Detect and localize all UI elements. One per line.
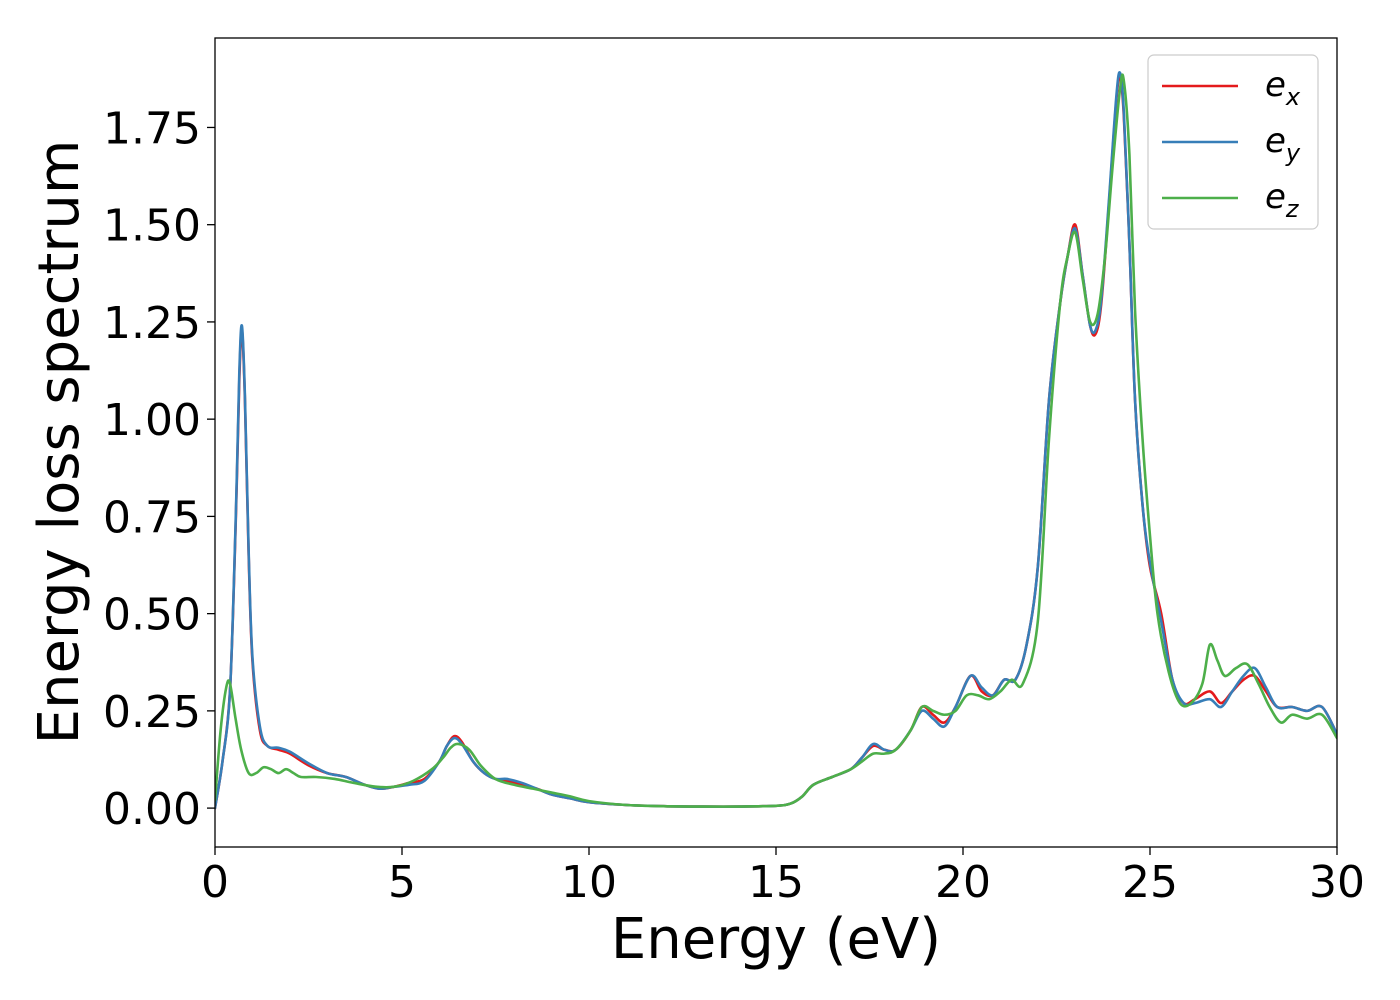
x-axis-title: Energy (eV) [611, 907, 941, 972]
series-layer [215, 71, 1337, 810]
x-axis-ticks: 0 5 10 15 20 25 30 [201, 847, 1365, 908]
legend-label-x: ex [1265, 65, 1301, 111]
legend: ex ey ez [1147, 54, 1319, 230]
y-tick-label: 1.00 [103, 395, 201, 446]
x-tick-label: 10 [561, 857, 617, 908]
plot-frame [214, 37, 1338, 848]
x-tick-label: 0 [201, 857, 229, 908]
x-tick-label: 25 [1122, 857, 1178, 908]
y-axis-ticks: 0.00 0.25 0.50 0.75 1.00 1.25 1.50 1.75 [103, 103, 215, 835]
y-tick-label: 1.50 [103, 201, 201, 252]
y-tick-label: 1.25 [103, 298, 201, 349]
y-axis-title: Energy loss spectrum [27, 140, 92, 745]
y-tick-label: 1.75 [103, 103, 201, 154]
y-tick-label: 0.00 [103, 784, 201, 835]
series-line-y [215, 71, 1337, 810]
y-tick-label: 0.25 [103, 687, 201, 738]
x-tick-label: 30 [1309, 857, 1365, 908]
y-tick-label: 0.75 [103, 492, 201, 543]
series-line-z [215, 73, 1337, 808]
legend-label-z: ez [1265, 177, 1300, 223]
x-tick-label: 20 [935, 857, 991, 908]
x-tick-label: 5 [388, 857, 416, 908]
x-tick-label: 15 [748, 857, 804, 908]
legend-label-y: ey [1265, 121, 1301, 167]
y-tick-label: 0.50 [103, 590, 201, 641]
